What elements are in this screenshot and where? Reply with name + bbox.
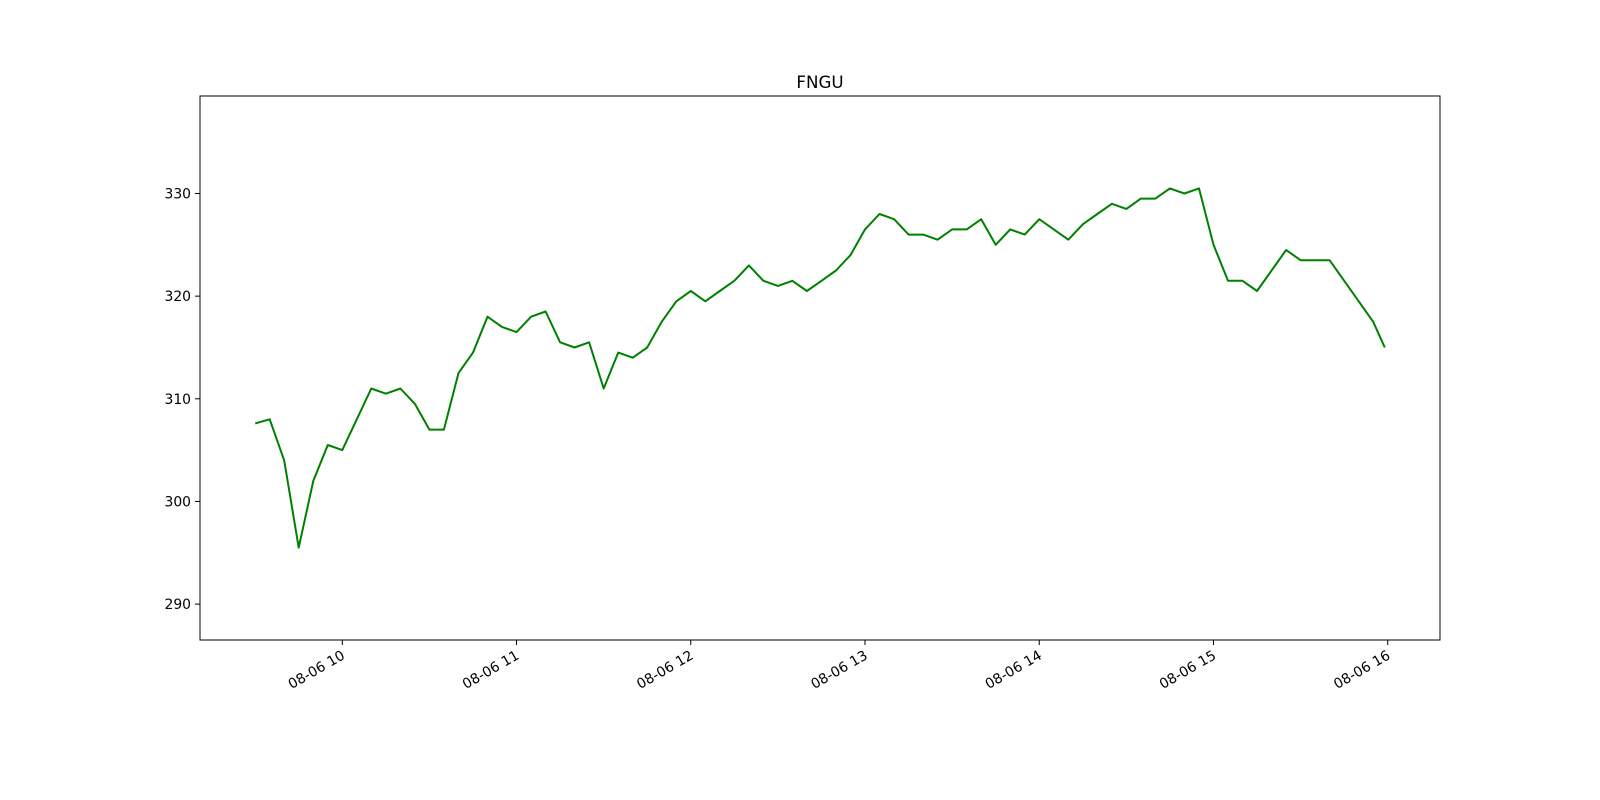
- chart-title: FNGU: [796, 72, 843, 92]
- y-tick-label: 330: [164, 187, 191, 203]
- line-series: [254, 187, 1386, 549]
- plot-frame: [199, 95, 1441, 641]
- y-tick-label: 320: [164, 289, 191, 305]
- y-tick-label: 290: [164, 597, 191, 613]
- y-tick-label: 300: [164, 494, 191, 510]
- y-tick-label: 310: [164, 392, 191, 408]
